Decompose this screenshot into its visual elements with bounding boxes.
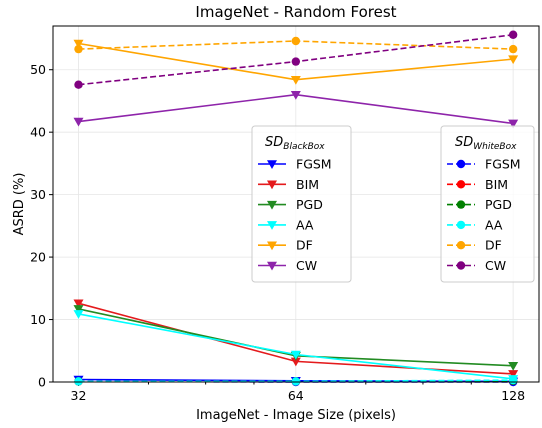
y-tick-label: 50 xyxy=(30,62,46,77)
legend-marker xyxy=(267,221,277,230)
legend-item-df: DF xyxy=(258,238,313,253)
legend-item-cw: CW xyxy=(447,258,506,273)
legend-marker xyxy=(267,241,277,251)
legend-label: DF xyxy=(485,238,502,253)
legend-item-fgsm: FGSM xyxy=(447,157,521,172)
data-point xyxy=(290,357,301,367)
legend-item-bim: BIM xyxy=(447,177,508,192)
legend-marker xyxy=(456,159,466,169)
x-axis-label: ImageNet - Image Size (pixels) xyxy=(196,408,396,423)
y-tick-label: 40 xyxy=(30,125,46,140)
legend-whitebox-items: FGSM BIM PGD AA DF CW xyxy=(447,157,521,273)
y-tick-label: 20 xyxy=(30,250,46,265)
plot-frame xyxy=(52,25,540,383)
data-point xyxy=(73,299,84,309)
legend-label: AA xyxy=(485,217,503,232)
data-point xyxy=(508,370,519,379)
legend-item-bim: BIM xyxy=(258,177,319,192)
y-tick-label: 0 xyxy=(38,375,46,390)
legend-label: CW xyxy=(296,258,317,273)
x-tick-label: 32 xyxy=(71,388,87,403)
data-point xyxy=(290,75,301,85)
series-blackbox-cw xyxy=(73,90,519,129)
legend-label: FGSM xyxy=(485,157,521,172)
legend-blackbox-title: SDBlackBox xyxy=(265,135,325,152)
series-blackbox-bim xyxy=(73,299,519,379)
chart-title: ImageNet - Random Forest xyxy=(195,3,396,21)
legend-marker xyxy=(456,200,466,209)
legend-label: AA xyxy=(296,217,314,232)
legend-whitebox: SDWhiteBox FGSM BIM PGD AA DF CW xyxy=(440,125,535,283)
data-point xyxy=(73,305,84,314)
legend-item-aa: AA xyxy=(447,217,503,232)
legend-label: PGD xyxy=(485,197,512,212)
legend-blackbox: SDBlackBox FGSM BIM PGD AA DF CW xyxy=(251,125,352,283)
legend-whitebox-title-main: SD xyxy=(455,135,473,150)
y-ticks: 0 10 20 30 40 50 xyxy=(30,62,53,390)
legend-marker xyxy=(267,160,277,169)
series-whitebox-cw xyxy=(74,30,518,89)
legend-whitebox-title-sub: WhiteBox xyxy=(473,142,517,152)
series-whitebox-aa xyxy=(74,375,518,386)
legend-marker xyxy=(456,220,466,230)
legend-item-fgsm: FGSM xyxy=(258,157,332,172)
legend-item-df: DF xyxy=(447,238,502,253)
legend-label: PGD xyxy=(296,197,323,212)
x-ticks: 32 64 128 xyxy=(71,382,525,403)
legend-blackbox-title-main: SD xyxy=(265,135,283,150)
legend-item-pgd: PGD xyxy=(258,197,323,212)
y-tick-label: 30 xyxy=(30,187,46,202)
data-point xyxy=(508,375,518,385)
data-point xyxy=(73,310,84,319)
legend-marker xyxy=(456,261,466,270)
legend-label: BIM xyxy=(296,177,319,192)
data-point xyxy=(508,362,519,371)
legend-whitebox-title: SDWhiteBox xyxy=(455,135,517,152)
legend-item-pgd: PGD xyxy=(447,197,512,212)
legend-marker xyxy=(267,261,277,271)
data-point xyxy=(508,30,518,39)
data-point xyxy=(291,36,301,46)
data-point xyxy=(74,44,83,54)
legend-label: BIM xyxy=(485,177,508,192)
x-tick-label: 128 xyxy=(501,388,525,403)
data-point xyxy=(73,117,84,127)
data-point xyxy=(508,55,519,65)
data-point xyxy=(290,90,301,100)
legend-marker xyxy=(267,180,277,190)
y-axis-label: ASRD (%) xyxy=(12,173,27,236)
legend-marker xyxy=(456,180,466,189)
series-whitebox-df xyxy=(74,36,518,54)
series-blackbox-df xyxy=(73,39,519,85)
legend-blackbox-items: FGSM BIM PGD AA DF CW xyxy=(258,157,332,273)
data-point xyxy=(291,57,301,66)
legend-blackbox-title-sub: BlackBox xyxy=(283,142,325,152)
data-point xyxy=(74,377,83,386)
data-point xyxy=(73,39,84,49)
legend-item-cw: CW xyxy=(258,258,317,273)
data-point xyxy=(290,350,301,360)
data-point xyxy=(291,377,301,386)
legend-label: DF xyxy=(296,238,313,253)
legend-marker xyxy=(267,200,277,210)
legend-label: CW xyxy=(485,258,506,273)
series-layer xyxy=(73,30,519,387)
x-tick-label: 64 xyxy=(288,388,304,403)
data-point xyxy=(508,119,519,129)
data-point xyxy=(508,44,518,54)
legend-blackbox-frame xyxy=(251,125,352,283)
legend-item-aa: AA xyxy=(258,217,314,232)
legend-label: FGSM xyxy=(296,157,332,172)
legend-marker xyxy=(456,241,466,250)
y-tick-label: 10 xyxy=(30,312,46,327)
data-point xyxy=(74,80,83,89)
